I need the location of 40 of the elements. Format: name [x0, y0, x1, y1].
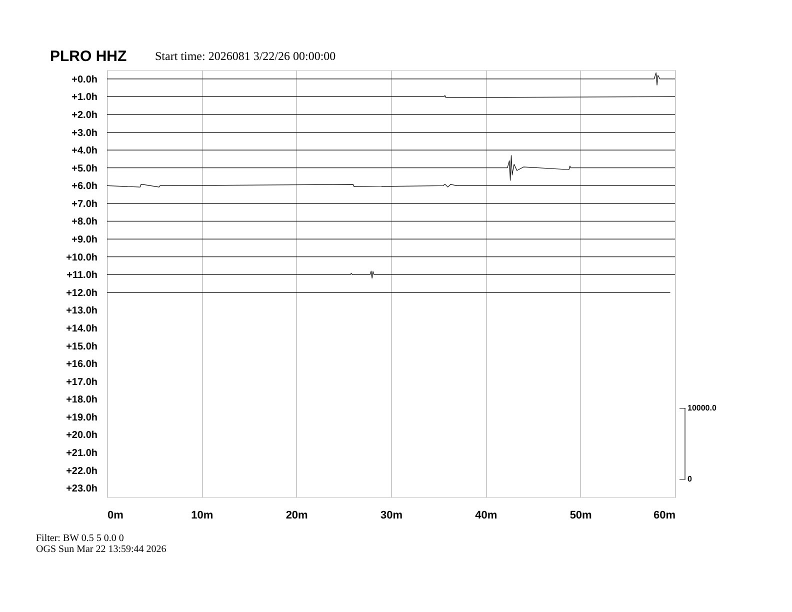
y-tick-label: +3.0h [72, 128, 98, 139]
y-tick-label: +5.0h [72, 163, 98, 174]
line-series [106, 270, 676, 278]
y-tick-label: +1.0h [72, 92, 98, 104]
x-tick-label: 50m [570, 510, 592, 522]
y-tick-label: +7.0h [72, 198, 98, 210]
line-series [106, 155, 676, 181]
y2-tick-label: 0 [688, 474, 692, 484]
y-tick-label: +10.0h [66, 252, 98, 264]
text: OGS Sun Mar 22 13:59:44 2026 [36, 544, 166, 555]
x-tick-label: 60m [653, 510, 676, 522]
y-tick-label: +0.0h [72, 74, 98, 86]
x-tick-label: 20m [286, 510, 308, 522]
y-tick-label: +17.0h [66, 376, 98, 388]
y2-tick-label: 10000.0 [688, 404, 717, 413]
y-tick-label: +21.0h [66, 448, 98, 460]
y-tick-label: +4.0h [72, 146, 98, 157]
y-tick-label: +8.0h [72, 216, 98, 228]
x-tick-label: 0m [108, 510, 124, 522]
y-tick-label: +19.0h [66, 412, 98, 424]
y-tick-label: +23.0h [66, 484, 98, 495]
y-tick-label: +12.0h [66, 288, 98, 299]
x-tick-label: 10m [191, 510, 214, 522]
y-tick-label: +15.0h [66, 341, 98, 352]
y-tick-label: +22.0h [66, 466, 98, 477]
y-tick-label: +13.0h [66, 306, 98, 317]
y-tick-label: +2.0h [72, 110, 98, 121]
x-tick-label: 30m [380, 510, 403, 522]
y-tick-label: +6.0h [72, 181, 98, 192]
y-tick-label: +16.0h [66, 359, 98, 370]
y-tick-label: +18.0h [66, 394, 98, 406]
y-tick-label: +20.0h [66, 430, 98, 442]
text: Filter: BW 0.5 5 0.0 0 [36, 533, 124, 544]
x-tick-label: 40m [475, 510, 498, 522]
chart-title: PLRO HHZ [50, 48, 127, 65]
y-tick-label: +14.0h [66, 323, 98, 334]
chart-subtitle: Start time: 2026081 3/22/26 00:00:00 [155, 49, 336, 63]
y-tick-label: +11.0h [66, 270, 98, 282]
y-tick-label: +9.0h [72, 234, 98, 246]
line-series [106, 72, 676, 86]
